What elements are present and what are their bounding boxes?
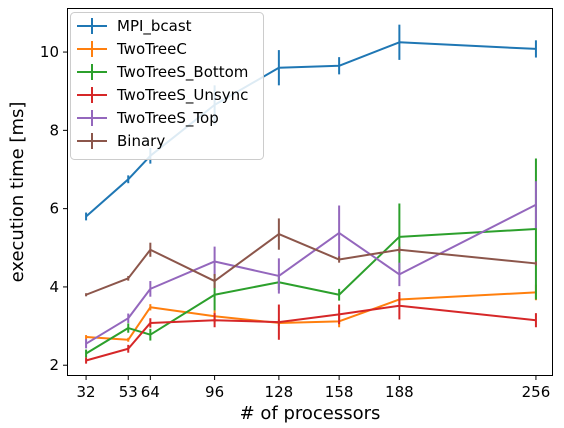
legend-entry: Binary <box>77 132 165 150</box>
y-axis-label: execution time [ms] <box>7 102 28 283</box>
series-twotrees-unsync <box>85 292 537 364</box>
series-line <box>85 304 537 362</box>
legend-entry: TwoTreeS_Top <box>77 109 219 128</box>
series-line <box>86 291 536 341</box>
plot-marks <box>85 24 537 364</box>
x-tick-label: 53 <box>119 383 138 401</box>
x-tick-label: 256 <box>522 383 551 401</box>
plot-frame <box>67 8 553 376</box>
y-tick-label: 10 <box>40 43 59 61</box>
legend-entry: TwoTreeC <box>77 40 187 58</box>
series-line <box>85 233 537 296</box>
legend-entry: MPI_bcast <box>77 17 192 36</box>
x-tick-label: 128 <box>265 383 294 401</box>
legend-entry: TwoTreeS_Bottom <box>77 63 248 82</box>
legend-box <box>70 12 264 160</box>
series-twotrees-top <box>85 181 537 349</box>
x-tick-label: 188 <box>385 383 414 401</box>
series-twotrees-bottom <box>85 158 537 358</box>
y-ticks: 2 4 6 8 10 <box>40 43 68 374</box>
x-tick-label: 158 <box>325 383 354 401</box>
series-line <box>85 227 536 355</box>
y-tick-label: 8 <box>49 121 59 139</box>
legend-label: MPI_bcast <box>117 17 192 36</box>
legend-entry: TwoTreeS_Unsync <box>77 86 248 105</box>
legend-label: TwoTreeS_Top <box>116 109 219 128</box>
y-tick-label: 4 <box>49 278 59 296</box>
x-ticks: 32 53 64 96 128 158 188 256 <box>77 375 551 401</box>
legend: MPI_bcast TwoTreeC TwoTreeS_Bottom TwoTreeS… <box>70 12 264 160</box>
y-tick-label: 2 <box>49 356 59 374</box>
legend-label: TwoTreeS_Bottom <box>116 63 248 82</box>
x-axis-label: # of processors <box>240 403 381 424</box>
legend-label: TwoTreeC <box>116 40 187 58</box>
legend-label: TwoTreeS_Unsync <box>116 86 248 105</box>
x-tick-label: 32 <box>77 383 96 401</box>
series-binary <box>85 218 537 297</box>
x-tick-label: 96 <box>205 383 224 401</box>
series-line <box>85 203 537 345</box>
y-tick-label: 6 <box>49 200 59 218</box>
legend-label: Binary <box>117 132 165 150</box>
x-tick-label: 64 <box>141 383 160 401</box>
